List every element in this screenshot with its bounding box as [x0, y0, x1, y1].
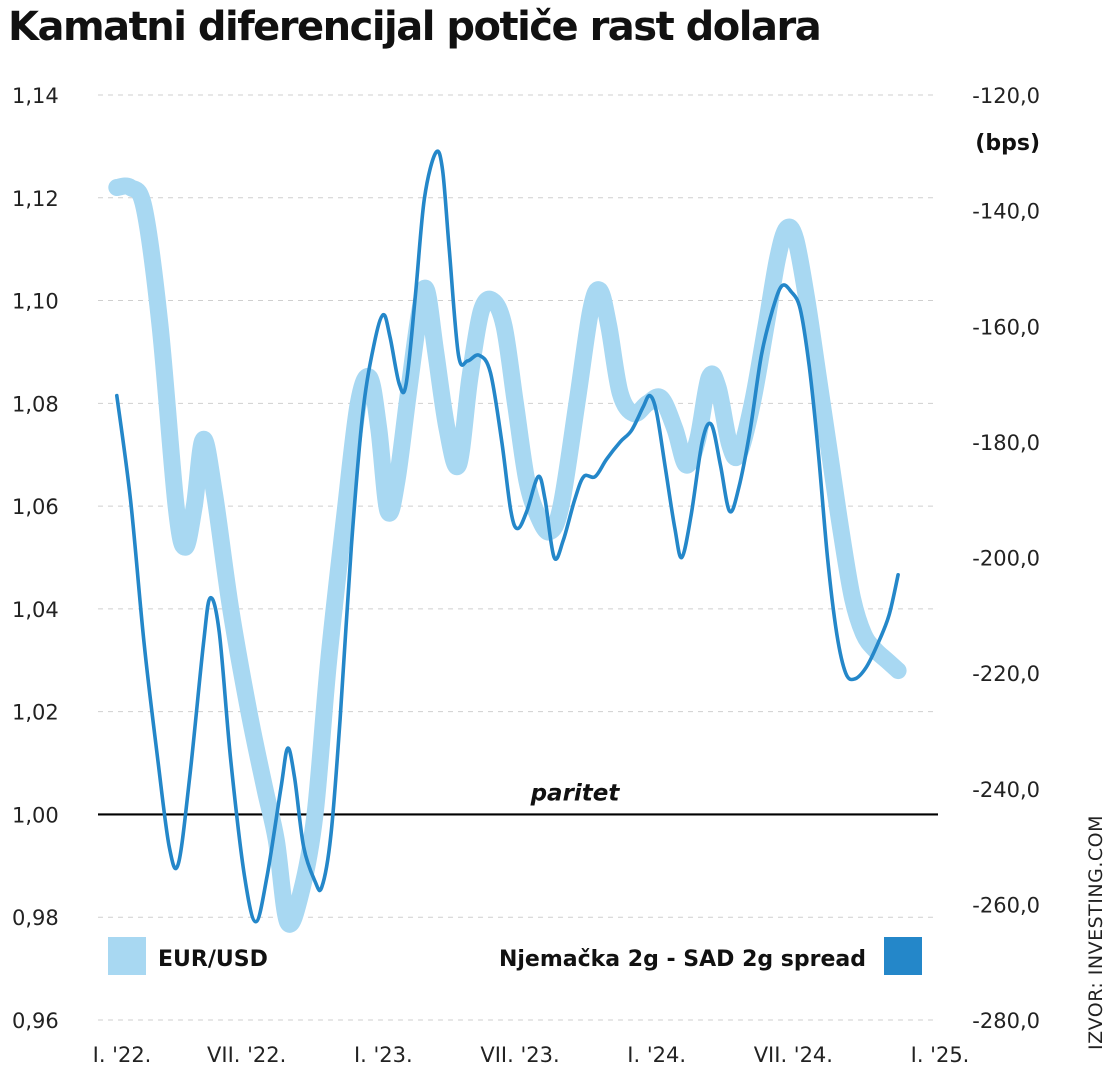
- left-tick-label: 1,06: [12, 495, 59, 519]
- left-tick-label: 1,10: [12, 290, 59, 314]
- left-tick-label: 1,00: [12, 803, 59, 827]
- legend-label-spread: Njemačka 2g - SAD 2g spread: [499, 947, 866, 972]
- left-tick-label: 1,04: [12, 598, 59, 622]
- series-layer: [108, 149, 907, 933]
- left-tick-label: 1,02: [12, 701, 59, 725]
- legend-swatch-spread: [884, 937, 922, 975]
- right-tick-label: -160,0: [972, 315, 1040, 339]
- right-tick-label: -180,0: [972, 431, 1040, 455]
- right-tick-label: -280,0: [972, 1009, 1040, 1033]
- source-label: IZVOR: INVESTING.COM: [1085, 815, 1107, 1050]
- right-tick-label: -120,0: [972, 84, 1040, 108]
- right-axis-unit: (bps): [975, 131, 1040, 156]
- x-tick-label: I. '22.: [93, 1043, 152, 1067]
- right-tick-label: -260,0: [972, 893, 1040, 917]
- series-spread-line: [115, 149, 900, 924]
- x-tick-label: I. '23.: [354, 1043, 413, 1067]
- series-eurusd-line: [108, 177, 907, 933]
- x-tick-label: VII. '24.: [754, 1043, 833, 1067]
- legend-swatch-eurusd: [108, 937, 146, 975]
- left-tick-label: 0,96: [12, 1009, 59, 1033]
- right-tick-label: -200,0: [972, 547, 1040, 571]
- x-tick-label: VII. '22.: [207, 1043, 286, 1067]
- parity-label: paritet: [530, 780, 621, 806]
- right-tick-label: -220,0: [972, 662, 1040, 686]
- x-tick-label: VII. '23.: [480, 1043, 559, 1067]
- x-tick-label: I. '24.: [627, 1043, 686, 1067]
- right-axis: -120,0 -140,0 -160,0 -180,0 -200,0 -220,0 -240…: [972, 84, 1040, 1033]
- left-axis: 1,14 1,12 1,10 1,08 1,06 1,04 1,02 1,00 0,98 0,96: [12, 84, 59, 1033]
- legend: EUR/USD Njemačka 2g - SAD 2g spread: [108, 937, 922, 975]
- left-tick-label: 1,12: [12, 187, 59, 211]
- x-axis: I. '22. VII. '22. I. '23. VII. '23. I. '24. V…: [93, 1043, 970, 1067]
- legend-label-eurusd: EUR/USD: [158, 947, 268, 972]
- left-tick-label: 0,98: [12, 906, 59, 930]
- right-tick-label: -240,0: [972, 778, 1040, 802]
- right-tick-label: -140,0: [972, 200, 1040, 224]
- left-tick-label: 1,08: [12, 392, 59, 416]
- x-tick-label: I. '25.: [911, 1043, 970, 1067]
- left-tick-label: 1,14: [12, 84, 59, 108]
- chart-title: Kamatni diferencijal potiče rast dolara: [8, 4, 822, 50]
